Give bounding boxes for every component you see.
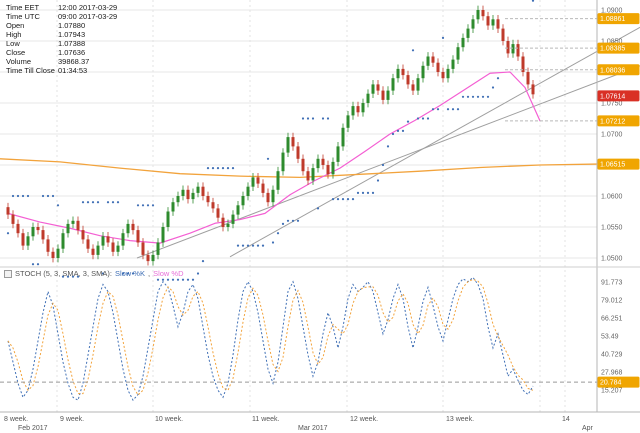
svg-text:15.207: 15.207 (601, 387, 623, 394)
svg-text:1.08036: 1.08036 (600, 67, 625, 74)
gridlines (0, 0, 597, 412)
svg-text:91.773: 91.773 (601, 280, 623, 287)
svg-text:1.0500: 1.0500 (601, 256, 623, 263)
price-badge: 1.08385 (597, 42, 640, 54)
sar-dots (6, 0, 535, 281)
svg-text:66.251: 66.251 (601, 315, 623, 322)
svg-text:1.0750: 1.0750 (601, 101, 623, 108)
panel-borders (0, 0, 640, 413)
svg-text:20.784: 20.784 (600, 380, 622, 387)
stoch-d-line (7, 278, 534, 396)
svg-text:1.07212: 1.07212 (600, 118, 625, 125)
info-row: Low 1.07388 (6, 39, 86, 48)
stoch-d-label: Slow %D (153, 269, 184, 278)
svg-text:1.06515: 1.06515 (600, 162, 625, 169)
price-badge: 1.07212 (597, 115, 640, 127)
stoch-axis-labels: 91.773 79.012 66.251 53.49 40.729 27.968 15.20… (601, 280, 623, 395)
svg-text:1.08861: 1.08861 (600, 16, 625, 23)
price-badge: 1.08036 (597, 64, 640, 76)
stoch-indicator-legend[interactable]: STOCH (5, 3, SMA, 3, SMA): Slow %K , Slo… (4, 269, 184, 278)
svg-text:1.0700: 1.0700 (601, 132, 623, 139)
info-row: Time EET 12:00 2017-03-29 (6, 3, 118, 12)
svg-text:1.0900: 1.0900 (601, 8, 623, 15)
info-row: High 1.07943 (6, 30, 86, 39)
ma-slow-line (0, 158, 598, 179)
svg-text:27.968: 27.968 (601, 369, 623, 376)
stoch-legend-separator: , (147, 269, 151, 278)
current-price-badge: 1.07614 (597, 90, 640, 102)
stoch-title: STOCH (5, 3, SMA, 3, SMA): (15, 269, 112, 278)
info-row: Volume 39868.37 (6, 57, 90, 66)
info-row: Close 1.07636 (6, 48, 86, 57)
price-badge: 1.08861 (597, 13, 640, 25)
price-badge: 1.06515 (597, 158, 640, 170)
svg-text:1.07614: 1.07614 (600, 93, 625, 100)
x-axis-labels: 8 week. 9 week. 10 week. 11 week. 12 week. 13… (4, 416, 594, 432)
candles-series (6, 5, 535, 266)
svg-text:11 week.: 11 week. (252, 416, 280, 423)
info-row: Time Till Close 01:34:53 (6, 66, 88, 75)
svg-text:Mar 2017: Mar 2017 (298, 425, 328, 432)
svg-text:1.0550: 1.0550 (601, 225, 623, 232)
svg-text:10 week.: 10 week. (155, 416, 183, 423)
svg-text:Feb 2017: Feb 2017 (18, 425, 48, 432)
svg-text:1.0600: 1.0600 (601, 194, 623, 201)
level-lines (505, 18, 597, 122)
stoch-value-badge: 20.784 (597, 376, 640, 388)
info-row: Open 1.07880 (6, 21, 86, 30)
indicator-toggle-icon[interactable] (4, 269, 12, 278)
svg-text:1.0850: 1.0850 (601, 39, 623, 46)
trend-lines (136, 26, 640, 259)
svg-text:8 week.: 8 week. (4, 416, 28, 423)
svg-text:12 week.: 12 week. (350, 416, 378, 423)
svg-text:53.49: 53.49 (601, 333, 619, 340)
svg-text:9 week.: 9 week. (60, 416, 84, 423)
svg-text:Apr: Apr (582, 425, 594, 432)
stoch-k-label: Slow %K (114, 269, 145, 278)
ma-fast-line (7, 71, 541, 244)
svg-text:40.729: 40.729 (601, 351, 623, 358)
info-row: Time UTC 09:00 2017-03-29 (6, 12, 118, 21)
svg-text:79.012: 79.012 (601, 297, 623, 304)
svg-text:13 week.: 13 week. (446, 416, 474, 423)
svg-text:14: 14 (562, 416, 570, 423)
stoch-k-line (7, 276, 534, 402)
svg-text:1.08385: 1.08385 (600, 46, 625, 53)
ohlc-info-panel: Time EET 12:00 2017-03-29 Time UTC 09:00 20… (6, 3, 117, 75)
